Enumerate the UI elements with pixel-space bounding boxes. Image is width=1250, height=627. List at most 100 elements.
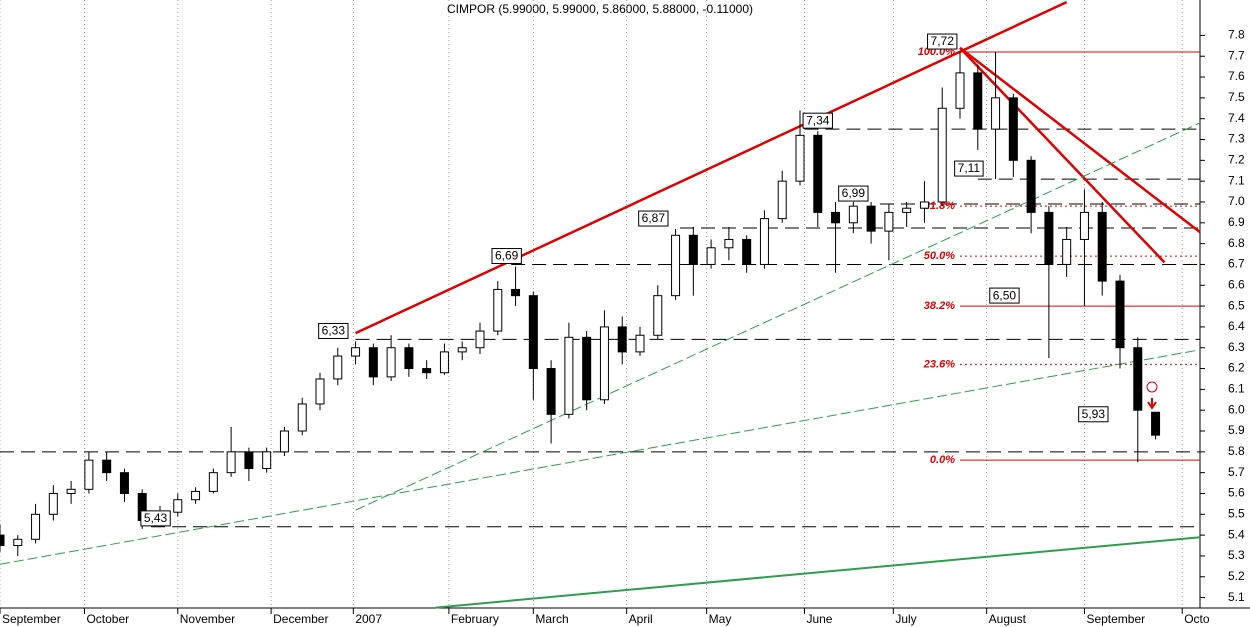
candle-body — [884, 211, 894, 232]
x-tick-label: July — [895, 612, 916, 626]
price-label-box — [802, 112, 833, 129]
candle-body — [1026, 159, 1036, 213]
fib-label: 61.8% — [924, 200, 955, 212]
y-tick-label: 7.0 — [1228, 194, 1245, 208]
candle-body — [297, 403, 307, 432]
y-tick-label: 5.6 — [1228, 486, 1245, 500]
candle-body — [1044, 211, 1054, 265]
x-tick-label: September — [2, 612, 61, 626]
candle-body — [564, 336, 574, 415]
candle-body — [48, 492, 58, 515]
price-label-box — [989, 287, 1020, 304]
candle-body — [493, 288, 503, 332]
candle-body — [831, 211, 841, 224]
candle-body — [599, 326, 609, 401]
price-label: 6,69 — [495, 249, 519, 263]
y-tick-label: 6.0 — [1228, 402, 1245, 416]
x-tick-label: February — [451, 612, 499, 626]
candle-body — [671, 234, 681, 297]
price-label: 7,72 — [931, 34, 955, 48]
x-tick-label: October — [86, 612, 129, 626]
x-tick-label: April — [629, 612, 653, 626]
y-tick-label: 7.3 — [1228, 132, 1245, 146]
candle-body — [119, 472, 129, 494]
y-tick-label: 5.5 — [1228, 506, 1245, 520]
candle-body — [386, 347, 396, 378]
candle-body — [0, 534, 5, 547]
candle-body — [1151, 411, 1161, 436]
y-tick-label: 6.3 — [1228, 340, 1245, 354]
candle-body — [528, 295, 538, 370]
candle-body — [706, 247, 716, 265]
candle-body — [759, 218, 769, 265]
y-tick-label: 7.4 — [1228, 111, 1245, 125]
x-tick-label: 2007 — [355, 612, 382, 626]
y-tick-label: 5.1 — [1228, 590, 1245, 604]
y-tick-label: 5.7 — [1228, 465, 1245, 479]
candle-body — [724, 238, 734, 249]
price-label-box — [491, 248, 522, 265]
price-label-box — [927, 33, 958, 50]
candle-body — [653, 295, 663, 336]
candle-body — [813, 134, 823, 213]
y-tick-label: 7.1 — [1228, 173, 1245, 187]
candle-body — [795, 134, 805, 182]
candle-body — [315, 378, 325, 405]
candle-body — [351, 347, 361, 357]
trendline — [0, 349, 1201, 565]
candle-body — [866, 205, 876, 232]
candle-body — [1062, 238, 1072, 265]
y-tick-label: 5.3 — [1228, 548, 1245, 562]
candle-body — [404, 347, 414, 370]
candle-body — [919, 201, 929, 209]
candle-body — [1008, 97, 1018, 161]
y-tick-label: 7.6 — [1228, 69, 1245, 83]
candle-body — [457, 347, 467, 353]
candle-body — [475, 330, 485, 349]
candle-body — [422, 368, 432, 374]
price-label: 5,43 — [144, 511, 168, 525]
x-tick-label: December — [273, 612, 328, 626]
candle-body — [439, 351, 449, 374]
fib-label: 0.0% — [930, 454, 955, 466]
candle-body — [848, 205, 858, 224]
price-label-box — [838, 185, 869, 202]
candle-body — [102, 459, 112, 474]
fib-label: 50.0% — [924, 250, 955, 262]
price-label: 7,34 — [806, 113, 830, 127]
candle-body — [511, 288, 521, 297]
y-tick-label: 6.5 — [1228, 298, 1245, 312]
candle-body — [13, 538, 23, 547]
fib-label: 23.6% — [923, 358, 955, 370]
price-label: 7,11 — [958, 161, 981, 175]
price-label-box — [318, 322, 349, 339]
trendline — [355, 0, 1068, 335]
x-tick-label: Octo — [1184, 612, 1210, 626]
y-tick-label: 6.9 — [1228, 215, 1245, 229]
candle-body — [777, 180, 787, 220]
price-label-box — [140, 510, 171, 527]
price-label-box — [1078, 406, 1109, 423]
x-tick-label: June — [806, 612, 832, 626]
candle-body — [368, 347, 378, 378]
chart-title: CIMPOR (5.99000, 5.99000, 5.86000, 5.880… — [447, 2, 753, 16]
signal-icon — [1146, 381, 1158, 410]
candle-body — [66, 488, 76, 494]
price-label: 6,99 — [842, 186, 866, 200]
price-label: 6,50 — [993, 288, 1017, 302]
y-tick-label: 7.8 — [1228, 28, 1245, 42]
y-tick-label: 5.9 — [1228, 423, 1245, 437]
candle-body — [226, 451, 236, 474]
price-label: 6,33 — [322, 324, 346, 338]
candle-body — [208, 472, 218, 492]
y-tick-label: 7.2 — [1228, 153, 1245, 167]
y-tick-label: 6.2 — [1228, 361, 1245, 375]
candle-body — [973, 72, 983, 130]
candle-body — [688, 234, 698, 265]
y-tick-label: 5.8 — [1228, 444, 1245, 458]
candle-body — [1097, 211, 1107, 282]
y-tick-label: 5.4 — [1228, 527, 1245, 541]
candle-body — [191, 490, 201, 501]
candle-body — [173, 499, 183, 513]
